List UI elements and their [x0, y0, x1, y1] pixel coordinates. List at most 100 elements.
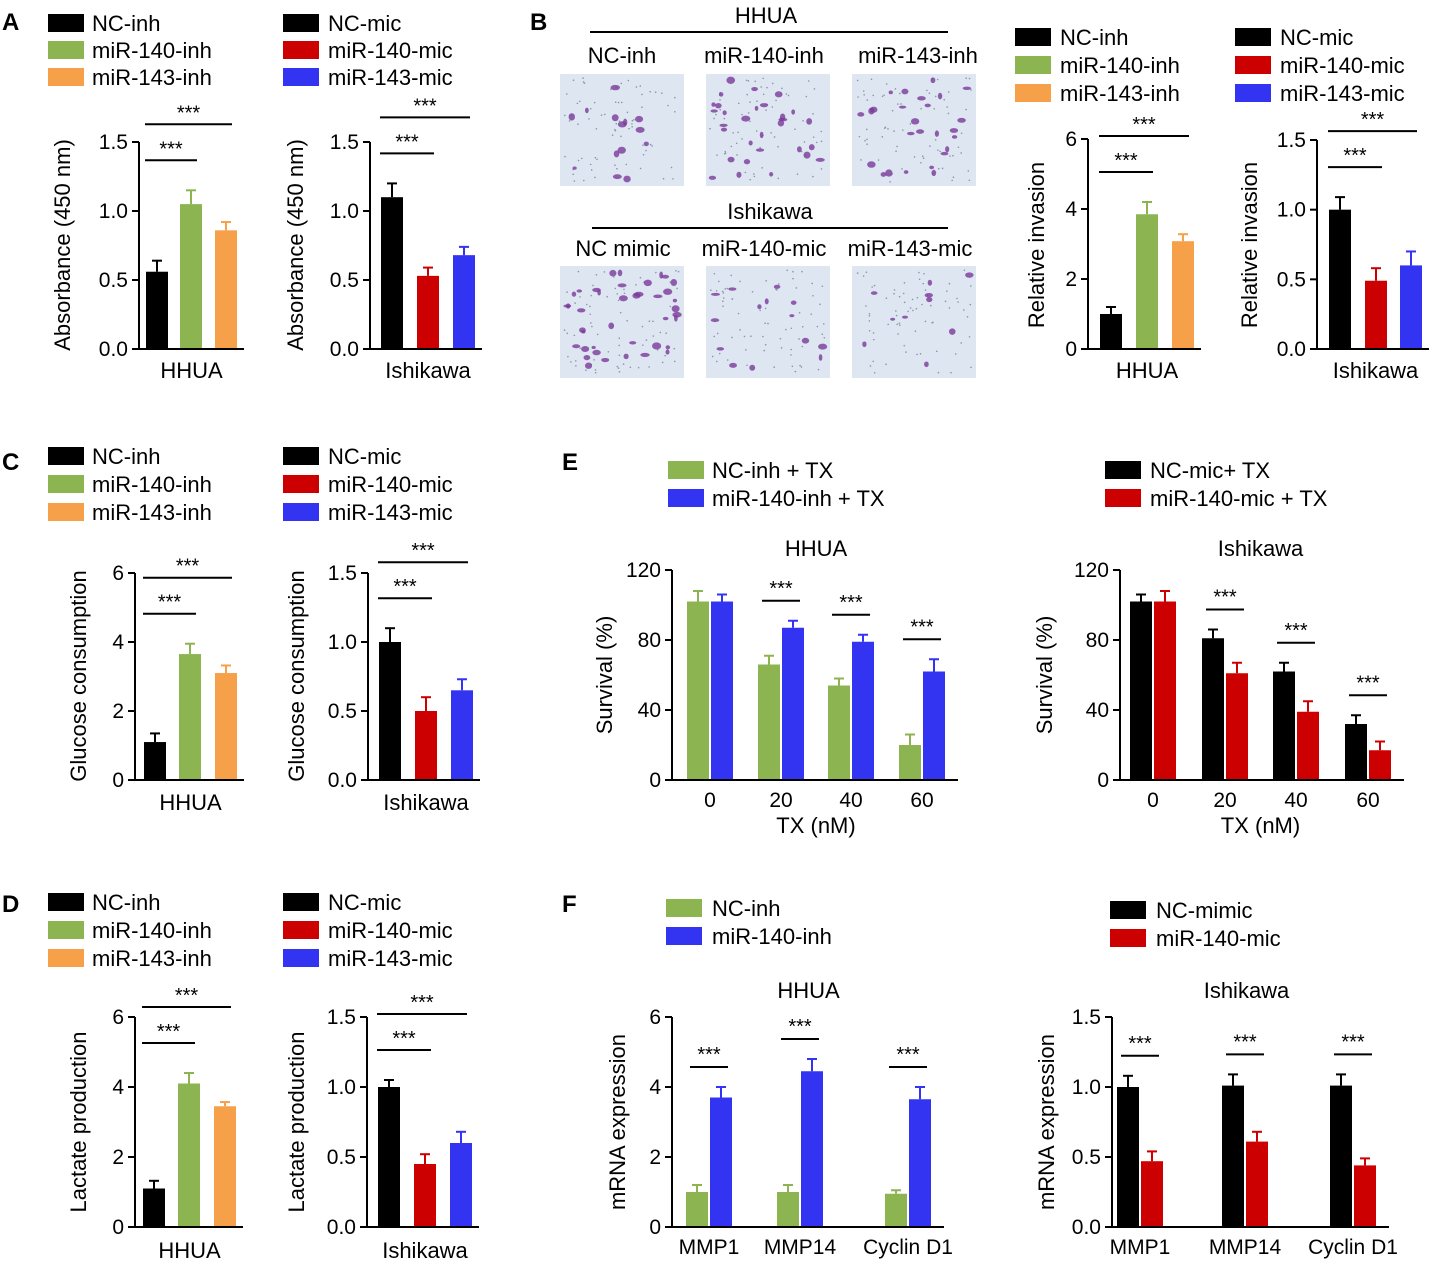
- micrograph-speck: [617, 299, 620, 302]
- micrograph-speck: [568, 120, 571, 122]
- y-tick-label: 2: [112, 700, 124, 723]
- micrograph-speck: [594, 176, 596, 179]
- micrograph-speck: [618, 344, 620, 347]
- bar: [899, 745, 921, 780]
- bar: [1226, 673, 1248, 780]
- micrograph-speck: [939, 150, 941, 153]
- legend-label: NC-mimic: [1156, 898, 1253, 923]
- micrograph-cell: [592, 287, 601, 293]
- bar: [711, 601, 733, 780]
- legend-b-left: NC-inh miR-140-inh miR-143-inh: [1015, 25, 1180, 106]
- legend-swatch: [668, 489, 704, 507]
- micrograph-speck: [960, 152, 962, 154]
- micrograph-speck: [935, 350, 938, 353]
- micrograph-cell: [885, 169, 893, 177]
- legend-swatch: [1235, 84, 1271, 102]
- micrograph-speck: [674, 96, 676, 99]
- y-axis-label: Absorbance (450 nm): [50, 139, 75, 351]
- micrograph-speck: [936, 78, 939, 81]
- micrograph-speck: [909, 307, 912, 309]
- legend-label: miR-140-inh: [712, 924, 832, 949]
- micrograph-speck: [618, 354, 621, 357]
- legend-swatch: [1105, 489, 1141, 507]
- micrograph-speck: [662, 177, 665, 180]
- bar: [828, 685, 850, 780]
- legend-swatch: [283, 949, 319, 967]
- micrograph-speck: [633, 118, 635, 121]
- micrograph-speck: [872, 94, 875, 97]
- bar: [1365, 280, 1387, 349]
- micrograph-cell: [930, 77, 936, 84]
- micrograph-speck: [812, 136, 815, 138]
- micrograph-speck: [873, 284, 876, 287]
- micrograph-speck: [799, 364, 801, 367]
- micrograph-speck: [857, 96, 859, 98]
- significance-label: ***: [411, 540, 435, 562]
- legend-swatch: [1015, 56, 1051, 74]
- micrograph-speck: [594, 372, 597, 374]
- micrograph-speck: [607, 350, 610, 353]
- micrograph-cell: [653, 294, 663, 299]
- legend-swatch: [666, 899, 702, 917]
- micrograph-speck: [887, 323, 889, 326]
- micrograph-speck: [869, 365, 872, 367]
- micrograph-speck: [591, 325, 593, 328]
- micrograph-speck: [921, 303, 923, 306]
- significance-label: ***: [157, 1021, 181, 1043]
- legend-label: NC-inh: [1060, 25, 1128, 50]
- micrograph-speck: [897, 333, 899, 335]
- bar: [1141, 1161, 1163, 1227]
- legend-label: miR-140-inh: [92, 38, 212, 63]
- significance-label: ***: [413, 95, 437, 117]
- legend-e-left: NC-inh + TX miR-140-inh + TX: [668, 458, 885, 511]
- x-tick-label: 40: [839, 789, 862, 812]
- micrograph-speck: [921, 155, 924, 157]
- micrograph-speck: [812, 113, 814, 115]
- micrograph-speck: [731, 336, 733, 339]
- legend-swatch: [48, 68, 84, 86]
- micrograph-speck: [631, 123, 633, 125]
- bar: [782, 627, 804, 780]
- micrograph-cell: [915, 129, 925, 134]
- micrograph-speck: [620, 135, 622, 138]
- micrograph-speck: [590, 294, 593, 297]
- bar: [1400, 265, 1422, 349]
- micrograph-speck: [941, 167, 944, 170]
- micrograph-cell: [592, 349, 601, 356]
- micrograph-speck: [916, 296, 919, 299]
- y-tick-label: 120: [626, 559, 661, 582]
- significance-label: ***: [393, 576, 417, 598]
- micrograph-cell: [583, 354, 591, 361]
- micrograph-speck: [937, 371, 940, 374]
- bar: [144, 742, 166, 780]
- micrograph-cell: [726, 76, 736, 84]
- micrograph-cell: [773, 284, 781, 289]
- micrograph-speck: [911, 298, 914, 301]
- significance-label: ***: [1128, 1033, 1152, 1055]
- y-tick-label: 1.0: [327, 1076, 356, 1099]
- significance-label: ***: [410, 992, 434, 1014]
- micrograph-speck: [574, 360, 577, 362]
- micrograph-speck: [865, 128, 868, 131]
- significance-label: ***: [158, 592, 182, 614]
- micrograph-speck: [866, 99, 869, 101]
- micrograph-speck: [764, 322, 766, 325]
- micrograph-speck: [913, 156, 916, 158]
- micrograph-cell: [862, 341, 867, 348]
- micrograph-cell: [618, 295, 628, 302]
- legend-swatch: [1110, 929, 1146, 947]
- x-axis-label: Ishikawa: [1333, 358, 1419, 383]
- micrograph-label: miR-140-mic: [702, 236, 827, 261]
- y-tick-label: 80: [638, 629, 661, 652]
- legend-swatch: [666, 927, 702, 945]
- micrograph-speck: [652, 335, 655, 337]
- bar: [378, 1087, 400, 1227]
- legend-label: miR-140-mic: [328, 918, 453, 943]
- micrograph-speck: [614, 164, 616, 166]
- y-tick-label: 0.5: [1072, 1146, 1101, 1169]
- micrograph-speck: [932, 321, 934, 324]
- legend-label: miR-140-inh: [92, 918, 212, 943]
- micrograph-cell: [924, 293, 933, 298]
- micrograph-speck: [661, 92, 663, 94]
- micrograph-speck: [745, 79, 748, 82]
